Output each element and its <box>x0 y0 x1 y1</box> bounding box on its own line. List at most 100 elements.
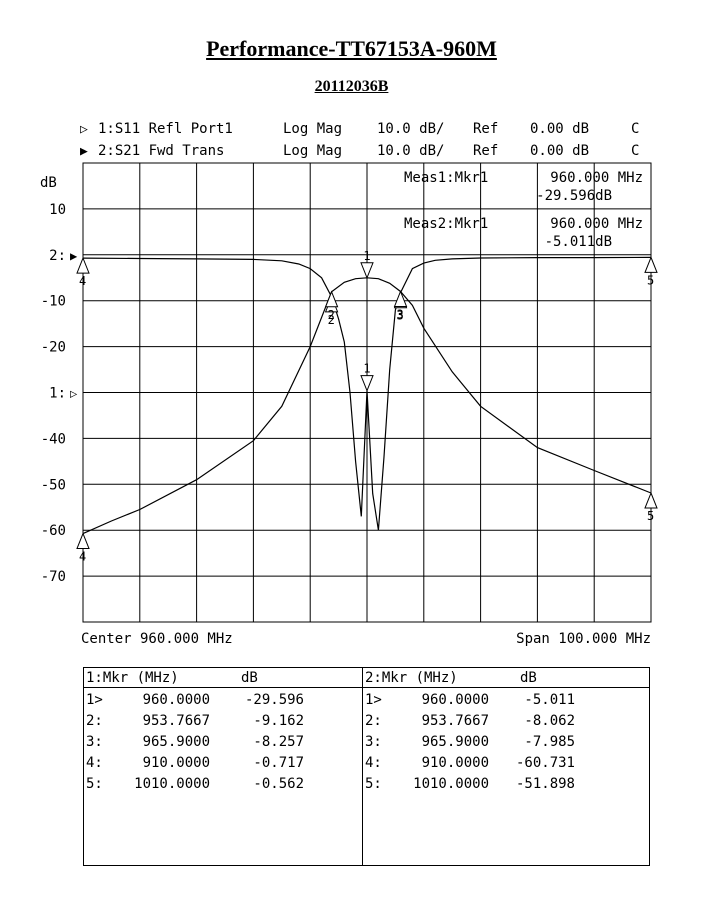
marker-5-s11 <box>644 256 658 273</box>
y-axis-label: dB <box>40 175 57 191</box>
trace-format: Log Mag <box>283 143 342 159</box>
trace-ref-label: Ref <box>473 121 498 137</box>
y-tick-label: 2: <box>49 248 66 264</box>
marker-table-row: 4: 910.0000 -0.717 <box>86 755 356 775</box>
marker-3-s21 <box>393 290 408 307</box>
marker-frequency: 953.7667 <box>142 713 210 729</box>
marker-table-row: 5: 1010.0000 -0.562 <box>86 776 356 796</box>
marker-id: 1> <box>365 692 382 708</box>
marker-table-unit: dB <box>520 670 537 686</box>
y-tick-label: -50 <box>41 477 66 493</box>
marker-5-s21 <box>644 491 658 509</box>
marker-frequency: 965.9000 <box>142 734 210 750</box>
marker-label: 2 <box>328 308 335 322</box>
marker-id: 5: <box>86 776 103 792</box>
marker-2-s21 <box>324 290 339 308</box>
marker-table-row: 3: 965.9000 -7.985 <box>365 734 635 754</box>
trace-flag: C <box>631 143 639 159</box>
trace-marker-glyph: ▷ <box>80 122 88 137</box>
marker-label: 5 <box>647 509 654 523</box>
center-frequency: Center 960.000 MHz <box>81 631 233 647</box>
marker-value: -60.731 <box>515 755 575 771</box>
marker-id: 3: <box>365 734 382 750</box>
marker-table-header: 1:Mkr (MHz) dB <box>86 670 258 686</box>
marker-frequency: 1010.0000 <box>134 776 210 792</box>
trace-param: 1:S11 Refl Port1 <box>98 121 233 137</box>
marker-id: 4: <box>86 755 103 771</box>
meas-value: -29.596dB <box>536 188 612 204</box>
meas-label: Meas2:Mkr1 <box>404 216 488 232</box>
marker-4-s11 <box>76 256 90 274</box>
marker-label: 1 <box>363 249 370 263</box>
marker-frequency: 910.0000 <box>142 755 210 771</box>
marker-value: -51.898 <box>515 776 575 792</box>
marker-id: 5: <box>365 776 382 792</box>
marker-table-header: 2:Mkr (MHz) dB <box>365 670 537 686</box>
marker-table-header-label: 2:Mkr (MHz) <box>365 670 458 686</box>
marker-value: -8.062 <box>524 713 575 729</box>
marker-frequency: 910.0000 <box>421 755 489 771</box>
marker-table-row: 1> 960.0000 -5.011 <box>365 692 635 712</box>
trace-ref-label: Ref <box>473 143 498 159</box>
marker-table-row: 3: 965.9000 -8.257 <box>86 734 356 754</box>
span-frequency: Span 100.000 MHz <box>516 631 651 647</box>
marker-id: 1> <box>86 692 103 708</box>
trace-param: 2:S21 Fwd Trans <box>98 143 224 159</box>
marker-id: 2: <box>86 713 103 729</box>
marker-table-rule <box>363 687 649 688</box>
marker-frequency: 1010.0000 <box>413 776 489 792</box>
y-tick-label: -40 <box>41 431 66 447</box>
marker-value: -7.985 <box>524 734 575 750</box>
marker-label: 3 <box>397 309 404 323</box>
marker-value: -5.011 <box>524 692 575 708</box>
marker-label: 3 <box>397 307 404 321</box>
reference-level-marker: ▶ <box>70 249 78 263</box>
marker-label: 1 <box>363 362 370 376</box>
marker-value: -29.596 <box>244 692 304 708</box>
marker-table-rule <box>84 687 362 688</box>
marker-label: 4 <box>79 274 86 288</box>
marker-1-s21 <box>360 262 374 280</box>
marker-label: 5 <box>647 273 654 287</box>
y-tick-label: -20 <box>41 340 66 356</box>
marker-table-row: 5: 1010.0000 -51.898 <box>365 776 635 796</box>
trace-ref-value: 0.00 dB <box>530 121 589 137</box>
y-tick-label: 1: <box>49 386 66 402</box>
marker-table-row: 4: 910.0000 -60.731 <box>365 755 635 775</box>
trace-format: Log Mag <box>283 121 342 137</box>
marker-table-unit: dB <box>241 670 258 686</box>
trace-flag: C <box>631 121 639 137</box>
y-tick-label: -70 <box>41 569 66 585</box>
marker-table: 1:Mkr (MHz) dB 1> 960.0000 -29.596 2: 953.7667… <box>83 667 650 866</box>
marker-table-trace2: 2:Mkr (MHz) dB 1> 960.0000 -5.011 2: 953.7667 -… <box>363 668 649 865</box>
analyzer-plot: ▷ 1:S11 Refl Port1 Log Mag 10.0 dB/Ref 0.00 … <box>40 121 658 647</box>
marker-frequency: 953.7667 <box>421 713 489 729</box>
meas-frequency: 960.000 MHz <box>550 216 643 232</box>
marker-id: 3: <box>86 734 103 750</box>
marker-id: 2: <box>365 713 382 729</box>
trace-marker-glyph: ▶ <box>80 144 88 159</box>
marker-value: -9.162 <box>253 713 304 729</box>
y-tick-label: 10 <box>49 202 66 218</box>
y-tick-label: -10 <box>41 294 66 310</box>
marker-frequency: 965.9000 <box>421 734 489 750</box>
y-tick-label: -60 <box>41 523 66 539</box>
trace-ref-value: 0.00 dB <box>530 143 589 159</box>
trace-scale: 10.0 dB/ <box>377 143 444 159</box>
trace-scale: 10.0 dB/ <box>377 121 444 137</box>
marker-1-s11 <box>360 375 374 392</box>
meas-frequency: 960.000 MHz <box>550 170 643 186</box>
marker-value: -8.257 <box>253 734 304 750</box>
marker-table-row: 2: 953.7667 -9.162 <box>86 713 356 733</box>
marker-table-row: 2: 953.7667 -8.062 <box>365 713 635 733</box>
meas-value: -5.011dB <box>545 234 612 250</box>
marker-value: -0.562 <box>253 776 304 792</box>
meas-label: Meas1:Mkr1 <box>404 170 488 186</box>
marker-4-s21 <box>76 532 90 550</box>
page-title: Performance-TT67153A-960M <box>206 36 497 61</box>
marker-label: 2 <box>328 313 335 327</box>
marker-table-header-label: 1:Mkr (MHz) <box>86 670 179 686</box>
marker-frequency: 960.0000 <box>142 692 210 708</box>
page-subtitle: 20112036B <box>314 78 389 95</box>
marker-value: -0.717 <box>253 755 304 771</box>
